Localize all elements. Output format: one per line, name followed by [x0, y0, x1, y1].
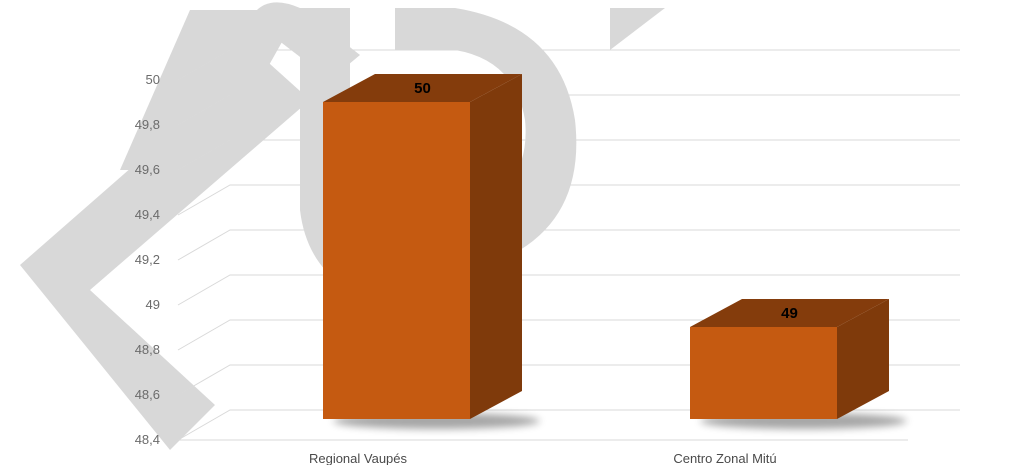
bar: [323, 102, 470, 419]
y-tick-label: 48,6: [135, 387, 160, 402]
gridline: [177, 184, 960, 216]
x-category-label: Regional Vaupés: [309, 451, 408, 465]
bar-side: [470, 74, 522, 419]
bar: [690, 327, 837, 419]
y-tick-label: 50: [146, 72, 160, 87]
watermark-shape: [395, 8, 577, 270]
y-tick-label: 49,4: [135, 207, 160, 222]
y-tick-label: 49,8: [135, 117, 160, 132]
y-tick-label: 48,4: [135, 432, 160, 447]
gridline: [177, 49, 960, 81]
data-label: 50: [414, 80, 431, 97]
gridline: [177, 94, 960, 126]
gridlines: [177, 49, 960, 441]
y-tick-label: 49,6: [135, 162, 160, 177]
y-tick-label: 49: [146, 297, 160, 312]
data-labels: 50 49: [414, 80, 798, 322]
bar-top: [323, 74, 522, 102]
x-axis: Regional Vaupés Centro Zonal Mitú: [309, 451, 777, 466]
y-axis: 48,4 48,6 48,8 49 49,2 49,4 49,6 49,8 50: [135, 72, 160, 447]
bar-side: [837, 299, 889, 419]
gridline: [177, 274, 960, 306]
bar-top: [690, 299, 889, 327]
data-label: 49: [781, 305, 798, 322]
x-category-label: Centro Zonal Mitú: [673, 451, 776, 465]
y-tick-label: 48,8: [135, 342, 160, 357]
watermark-shape: [20, 55, 310, 450]
bars: [323, 74, 907, 429]
y-tick-label: 49,2: [135, 252, 160, 267]
gridline: [177, 139, 960, 171]
gridline: [177, 229, 960, 261]
watermark-shape: [610, 8, 665, 50]
